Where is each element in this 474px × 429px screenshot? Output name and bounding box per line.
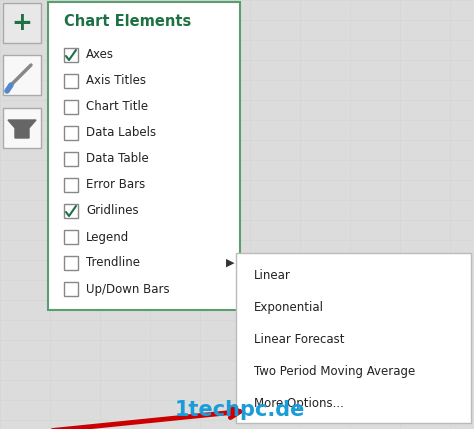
Text: +: + [11, 11, 32, 35]
Text: 1techpc.de: 1techpc.de [175, 400, 305, 420]
Bar [64, 256, 78, 270]
Text: Data Table: Data Table [86, 152, 149, 166]
Text: Axis Titles: Axis Titles [86, 75, 146, 88]
Bar [64, 126, 78, 140]
Text: Linear Forecast: Linear Forecast [254, 333, 345, 346]
Text: Two Period Moving Average: Two Period Moving Average [254, 365, 415, 378]
Bar [64, 178, 78, 192]
Bar [64, 204, 78, 218]
Bar [64, 100, 78, 114]
Bar [64, 74, 78, 88]
Text: Exponential: Exponential [254, 301, 324, 314]
Bar [64, 282, 78, 296]
Polygon shape [8, 120, 36, 138]
Bar [3, 108, 41, 148]
Text: Data Labels: Data Labels [86, 127, 156, 139]
Text: Up/Down Bars: Up/Down Bars [86, 283, 170, 296]
Bar [236, 253, 471, 423]
Text: Legend: Legend [86, 230, 129, 244]
Text: ▶: ▶ [226, 258, 234, 268]
FancyArrowPatch shape [53, 408, 240, 429]
Text: Chart Elements: Chart Elements [64, 15, 191, 30]
Bar [3, 3, 41, 43]
Text: Error Bars: Error Bars [86, 178, 145, 191]
Bar [64, 48, 78, 62]
Text: Axes: Axes [86, 48, 114, 61]
Bar [64, 230, 78, 244]
Bar [64, 152, 78, 166]
Bar [3, 55, 41, 95]
FancyBboxPatch shape [48, 2, 240, 310]
Text: Chart Title: Chart Title [86, 100, 148, 114]
Text: Linear: Linear [254, 269, 291, 282]
Text: Trendline: Trendline [86, 257, 140, 269]
Text: Gridlines: Gridlines [86, 205, 138, 218]
Text: More Options...: More Options... [254, 397, 344, 410]
